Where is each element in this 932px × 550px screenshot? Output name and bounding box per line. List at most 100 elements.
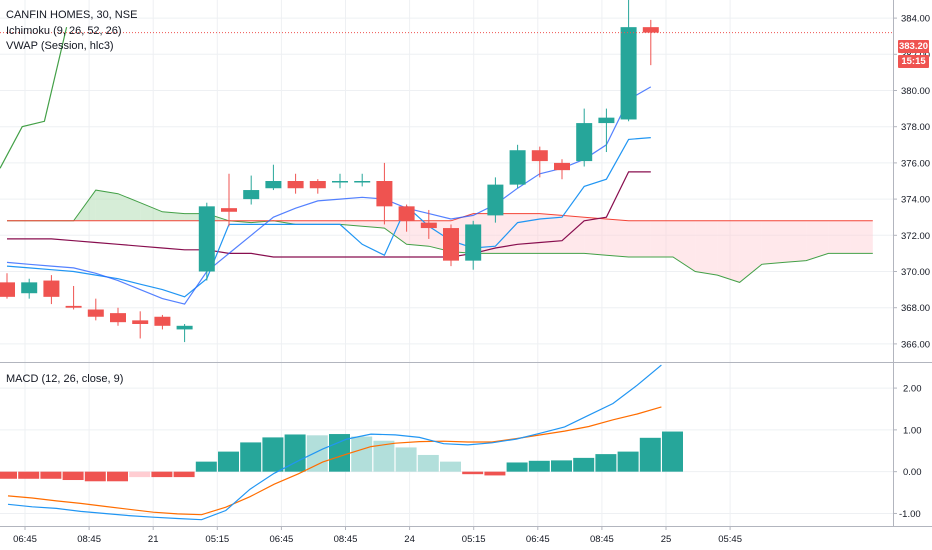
candles	[0, 0, 659, 343]
cloud-segment	[850, 220, 873, 254]
macd-signal-line	[7, 406, 662, 516]
cloud-segment	[295, 220, 318, 225]
price-axis-tick-label: 378.00	[901, 122, 930, 133]
cloud-segment	[562, 215, 585, 254]
candle-body	[87, 309, 104, 317]
macd-histogram-bar	[329, 434, 350, 472]
candle-body	[110, 313, 126, 323]
macd-histogram-bar	[573, 457, 595, 472]
macd-axis-tick-label: 1.00	[903, 425, 922, 436]
cloud-segment	[761, 220, 784, 265]
macd-histogram-bar	[440, 461, 461, 472]
candle-body	[132, 320, 149, 324]
macd-legend[interactable]: MACD (12, 26, close, 9)	[6, 373, 124, 385]
macd-histogram-bar	[462, 471, 484, 475]
candle-body	[642, 27, 659, 33]
macd-axis-tick-label: -1.00	[899, 509, 921, 520]
macd-histogram-bar	[151, 471, 173, 478]
macd-histogram-bar	[639, 437, 661, 472]
cloud-segment	[673, 220, 696, 272]
candle-body	[198, 206, 215, 272]
cloud-segment	[739, 220, 762, 283]
candle-body	[354, 181, 371, 183]
last-price-badge: 383.20	[898, 40, 929, 53]
price-axis-tick-label: 370.00	[901, 267, 930, 278]
candle-body	[420, 222, 437, 229]
macd-histogram-bar	[0, 471, 17, 479]
cloud-segment	[384, 220, 407, 245]
cloud-segment	[695, 220, 718, 276]
vwap-line	[6, 86, 652, 305]
countdown-badge: 15:15	[898, 55, 929, 68]
price-axis-tick-label: 368.00	[901, 303, 930, 314]
cloud-segment	[806, 220, 829, 261]
time-axis-tick-label: 24	[404, 534, 415, 545]
candle-body	[265, 181, 282, 189]
price-axis-tick-label: 380.00	[901, 86, 930, 97]
candle-body	[21, 282, 38, 294]
macd-histogram-bar	[218, 451, 239, 472]
macd-histogram-bar	[617, 451, 639, 472]
cloud-segment	[717, 220, 740, 283]
candle-body	[176, 325, 193, 330]
candle-body	[598, 117, 615, 124]
macd-histogram-bar	[306, 435, 328, 472]
senkou-span-b-line	[7, 213, 873, 222]
candle-body	[287, 181, 304, 189]
cloud-segment	[162, 211, 185, 221]
macd-histogram-bar	[662, 431, 683, 472]
candle-body	[398, 206, 415, 221]
macd-histogram-bar	[551, 460, 572, 472]
price-axis-tick-label: 384.00	[901, 14, 930, 25]
chikou-span-line	[0, 26, 68, 169]
candle-body	[376, 181, 393, 207]
time-axis-tick-label: 08:45	[77, 534, 101, 545]
macd-line	[7, 364, 662, 521]
macd-histogram-bar	[173, 471, 195, 478]
cloud-segment	[606, 219, 629, 257]
senkou-span-a-line	[7, 189, 873, 283]
macd-histogram-bar	[284, 434, 306, 472]
time-axis-tick-label: 05:15	[462, 534, 486, 545]
macd-histogram-bar	[417, 454, 439, 472]
candle-body	[154, 316, 171, 326]
ichimoku-legend[interactable]: Ichimoku (9, 26, 52, 26)	[6, 25, 122, 37]
macd-histogram-bar	[373, 440, 395, 472]
ichimoku-cloud	[73, 190, 873, 283]
candle-body	[43, 280, 60, 297]
cloud-segment	[95, 190, 118, 221]
cloud-segment	[584, 217, 607, 256]
time-axis-tick-label: 25	[661, 534, 672, 545]
candle-body	[0, 282, 15, 297]
cloud-segment	[317, 220, 340, 225]
time-axis-tick-label: 06:45	[13, 534, 37, 545]
macd-histogram-bar	[107, 471, 128, 482]
cloud-segment	[495, 213, 518, 254]
time-axis-tick-label: 05:15	[205, 534, 229, 545]
macd-histogram-bar	[195, 461, 217, 472]
cloud-segment	[784, 220, 807, 263]
time-axis-tick-label: 08:45	[334, 534, 358, 545]
price-axis-tick-label: 374.00	[901, 195, 930, 206]
vwap-legend[interactable]: VWAP (Session, hlc3)	[6, 40, 114, 52]
macd-histogram-bar	[351, 436, 373, 472]
macd-histogram-bar	[484, 471, 506, 476]
time-axis-tick-label: 08:45	[590, 534, 614, 545]
candle-body	[509, 150, 526, 185]
candle-body	[576, 123, 593, 162]
cloud-segment	[340, 220, 363, 227]
macd-histogram-bar	[40, 471, 62, 479]
macd-histogram-bar	[595, 454, 617, 472]
kijun-sen-line	[7, 171, 651, 258]
macd-histogram-bar	[18, 471, 40, 479]
price-axis-tick-label: 372.00	[901, 231, 930, 242]
macd-histogram-bar	[262, 437, 284, 472]
macd-histogram-bar	[395, 447, 417, 472]
candle-body	[309, 181, 326, 189]
macd-histogram-bar	[129, 471, 151, 478]
price-axis-tick-label: 376.00	[901, 158, 930, 169]
tenkan-sen-line	[6, 137, 651, 298]
candle-body	[243, 190, 260, 200]
